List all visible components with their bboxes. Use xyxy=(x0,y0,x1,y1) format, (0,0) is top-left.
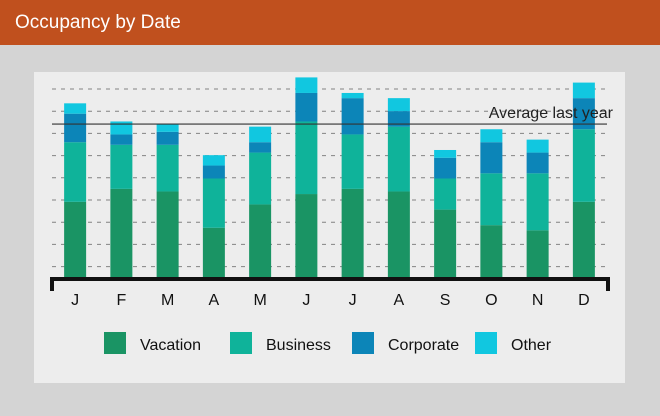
bar-other-4 xyxy=(202,155,225,166)
bar-corporate-10 xyxy=(480,142,503,174)
bar-vacation-12 xyxy=(572,201,595,277)
bar-business-7 xyxy=(341,134,364,189)
bar-vacation-2 xyxy=(110,188,133,277)
bar-other-10 xyxy=(480,129,503,143)
bar-other-6 xyxy=(295,77,318,93)
bar-business-10 xyxy=(480,173,503,226)
page-title: Occupancy by Date xyxy=(15,12,181,33)
x-tick-label: J xyxy=(302,292,310,309)
legend-label-other: Other xyxy=(511,337,552,354)
bar-vacation-11 xyxy=(526,230,549,277)
bar-vacation-8 xyxy=(387,191,410,277)
x-tick-label: J xyxy=(349,292,357,309)
x-tick-label: M xyxy=(253,292,266,309)
x-tick-label: J xyxy=(71,292,79,309)
bar-corporate-1 xyxy=(64,113,87,143)
bar-other-1 xyxy=(64,103,87,114)
bar-business-6 xyxy=(295,121,318,195)
bar-vacation-10 xyxy=(480,225,503,277)
bar-corporate-12 xyxy=(572,98,595,130)
bar-other-8 xyxy=(387,98,410,112)
legend-swatch-business xyxy=(230,332,252,354)
bar-vacation-6 xyxy=(295,194,318,277)
x-tick-label: S xyxy=(440,292,451,309)
bar-other-2 xyxy=(110,121,133,135)
bar-vacation-5 xyxy=(249,204,272,277)
x-tick-label: D xyxy=(578,292,590,309)
bar-vacation-3 xyxy=(156,191,179,277)
bar-vacation-9 xyxy=(434,209,457,277)
bar-other-12 xyxy=(572,82,595,99)
x-tick-label: F xyxy=(116,292,126,309)
bar-corporate-3 xyxy=(156,131,179,145)
bar-business-12 xyxy=(572,129,595,202)
bar-corporate-11 xyxy=(526,152,549,174)
x-tick-label: A xyxy=(394,292,405,309)
bar-other-5 xyxy=(249,126,272,143)
average-last-year-label: Average last year xyxy=(489,105,614,122)
header-bar: Occupancy by Date xyxy=(0,0,660,45)
bar-other-11 xyxy=(526,139,549,153)
bar-corporate-4 xyxy=(202,165,225,179)
legend-swatch-vacation xyxy=(104,332,126,354)
legend-swatch-corporate xyxy=(352,332,374,354)
bar-business-4 xyxy=(202,178,225,228)
bar-vacation-1 xyxy=(64,201,87,277)
bar-corporate-7 xyxy=(341,98,364,135)
bar-business-8 xyxy=(387,126,410,192)
bar-other-3 xyxy=(156,124,179,132)
bar-corporate-8 xyxy=(387,111,410,127)
legend-label-corporate: Corporate xyxy=(388,337,459,354)
legend-swatch-other xyxy=(475,332,497,354)
bar-corporate-2 xyxy=(110,134,133,145)
bar-business-9 xyxy=(434,178,457,210)
bar-vacation-4 xyxy=(202,227,225,277)
x-tick-label: N xyxy=(532,292,544,309)
legend-label-vacation: Vacation xyxy=(140,337,201,354)
bar-business-11 xyxy=(526,173,549,231)
bar-business-1 xyxy=(64,142,87,202)
bar-corporate-6 xyxy=(295,92,318,122)
bar-other-7 xyxy=(341,92,364,99)
legend-label-business: Business xyxy=(266,337,331,354)
bar-corporate-5 xyxy=(249,142,272,153)
bar-business-5 xyxy=(249,152,272,205)
x-tick-label: O xyxy=(485,292,497,309)
x-tick-label: M xyxy=(161,292,174,309)
occupancy-chart: J F M A M J J A S O N D Average last year Vacation Bus… xyxy=(50,77,614,354)
chart-panel: J F M A M J J A S O N D Average last year Vacation Bus… xyxy=(34,72,625,383)
bar-business-2 xyxy=(110,144,133,189)
bar-business-3 xyxy=(156,144,179,192)
x-tick-label: A xyxy=(209,292,220,309)
bar-other-9 xyxy=(434,149,457,158)
bar-vacation-7 xyxy=(341,188,364,277)
bar-corporate-9 xyxy=(434,157,457,179)
